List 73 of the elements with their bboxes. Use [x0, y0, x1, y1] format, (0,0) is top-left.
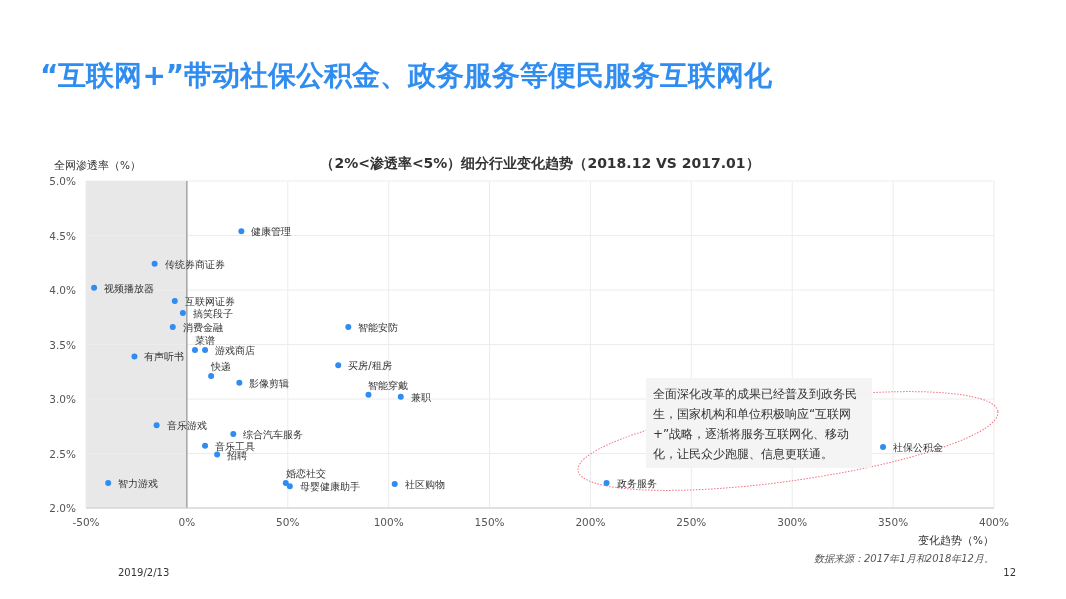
point	[171, 297, 178, 304]
annotation: 菜谱	[194, 334, 215, 346]
point	[105, 479, 112, 486]
annotation: 搞笑段子	[192, 307, 233, 319]
point	[880, 443, 887, 450]
point	[131, 353, 138, 360]
text: 12	[1003, 567, 1016, 578]
annotation: 智能穿戴	[368, 379, 409, 391]
annotation: 消费金融	[182, 322, 223, 334]
annotation: 传统券商证券	[164, 258, 225, 270]
point	[397, 393, 404, 400]
point	[603, 479, 610, 486]
annotation: 社区购物	[404, 479, 445, 491]
point	[286, 483, 293, 490]
y-tick-label: 2.0%	[49, 502, 77, 514]
point	[335, 362, 342, 369]
point	[345, 324, 352, 331]
y-tick-label: 2.5%	[49, 447, 77, 460]
annotation: 买房/租房	[348, 360, 392, 372]
chart-subtitle: （2%<渗透率<5%）细分行业变化趋势（2018.12 VS 2017.01）	[320, 155, 760, 171]
source-note: 数据来源：2017年1月和2018年12月。	[814, 553, 994, 564]
annotation: 政务服务	[616, 477, 657, 489]
annotation: 互联网证券	[184, 295, 235, 307]
annotation: 音乐游戏	[166, 420, 207, 432]
annotation: 视频播放器	[104, 282, 155, 294]
y-tick-label: 5.0%	[49, 175, 77, 187]
annotation: 全面深化改革的成果已经普及到政务民生，国家机构和单位积极响应“互联网+”战略，逐渐将服务互联网化、移动化，让民众少跑腿、信息更联通。	[653, 387, 857, 461]
annotation: 游戏商店	[215, 344, 256, 356]
x-tick-label: 250%	[676, 516, 707, 528]
point	[91, 284, 98, 291]
point	[151, 260, 158, 267]
y-tick-label: 3.5%	[49, 338, 77, 351]
x-tick-label: 200%	[575, 516, 606, 528]
y-tick-label: 3.0%	[49, 393, 77, 405]
point	[391, 481, 398, 488]
point	[191, 346, 198, 353]
annotation: 智力游戏	[118, 477, 159, 489]
x-tick-label: 350%	[878, 516, 909, 528]
x-tick-label: 0%	[178, 516, 196, 528]
annotation: 母婴健康助手	[299, 481, 360, 493]
point	[230, 430, 237, 437]
point	[202, 442, 209, 449]
annotation: 社保公积金	[893, 441, 944, 453]
annotation: 影像剪辑	[249, 377, 290, 389]
annotation: 智能安防	[358, 322, 399, 334]
point	[179, 309, 186, 316]
x-tick-label: 400%	[978, 516, 1010, 528]
point	[236, 379, 243, 386]
y-tick-label: 4.5%	[49, 229, 77, 242]
chart-title: “互联网+”带动社保公积金、政务服务等便民服务互联网化	[40, 59, 774, 92]
x-tick-label: 100%	[373, 516, 404, 528]
x-tick-label: 150%	[474, 516, 505, 528]
point	[282, 479, 289, 486]
annotation: 婚恋社交	[285, 467, 326, 479]
annotation: 综合汽车服务	[243, 428, 304, 440]
y-axis-title: 全网渗透率（%）	[54, 159, 141, 171]
x-tick-label: 50%	[276, 516, 300, 528]
annotation: 音乐工具	[215, 440, 256, 452]
point	[202, 346, 209, 353]
annotation: 快递	[210, 361, 232, 373]
x-axis-title: 变化趋势（%）	[918, 534, 994, 546]
x-tick-label: 300%	[777, 516, 808, 528]
point	[365, 391, 372, 398]
point	[238, 228, 245, 235]
annotation: 健康管理	[251, 226, 292, 238]
point	[153, 422, 160, 429]
point	[208, 373, 215, 380]
point	[169, 324, 176, 331]
x-tick-label: -50%	[72, 516, 100, 528]
text: 2019/2/13	[118, 567, 170, 578]
y-tick-label: 4.0%	[49, 284, 77, 296]
annotation: 有声听书	[144, 351, 185, 363]
annotation: 兼职	[410, 391, 431, 403]
